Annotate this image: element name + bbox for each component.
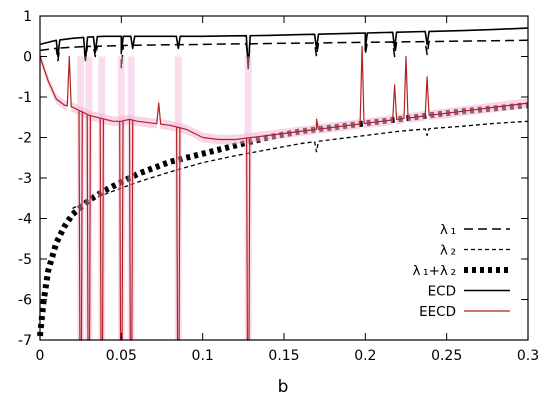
series-line-0	[39, 39, 529, 70]
y-tick-label-5: -2	[18, 131, 32, 147]
series-line-3	[39, 27, 529, 70]
y-tick-label-4: -3	[18, 171, 32, 187]
x-tick-label-1: 0.05	[106, 348, 137, 364]
y-tick-label-8: 1	[23, 9, 32, 25]
series-0	[39, 39, 529, 70]
legend: λ ₁ λ ₂ λ ₁+λ ₂ ECD EECD	[412, 222, 510, 320]
eecd-drop-band-6	[244, 56, 252, 340]
eecd-drop-band-2	[98, 56, 106, 340]
eecd-band	[40, 41, 528, 145]
legend-label-4: EECD	[419, 304, 456, 320]
x-tick-label-3: 0.15	[268, 348, 299, 364]
eecd-drop-band-3	[117, 56, 125, 340]
legend-label-2: λ ₁+λ ₂	[412, 263, 456, 279]
x-tick-label-5: 0.25	[431, 348, 462, 364]
legend-label-1: λ ₂	[440, 243, 456, 259]
axis-ticks: 0 0.05 0.1 0.15 0.2 0.25 0.3 -7 -6 -5 -4 -3 -2 -1 0 1	[18, 9, 539, 364]
x-tick-label-4: 0.2	[354, 348, 376, 364]
y-tick-label-6: -1	[18, 90, 32, 106]
series-3	[39, 27, 529, 70]
legend-label-3: ECD	[428, 284, 456, 300]
eecd-drop-band-4	[127, 56, 135, 340]
x-axis-label: b	[278, 377, 289, 397]
series-line-2	[37, 102, 529, 337]
series-2	[37, 102, 529, 337]
x-tick-label-2: 0.1	[192, 348, 214, 364]
x-tick-label-0: 0	[36, 348, 45, 364]
series-line-4	[39, 45, 529, 141]
legend-label-0: λ ₁	[440, 222, 456, 238]
y-tick-label-2: -5	[18, 252, 32, 268]
eecd-drop-band-1	[85, 56, 93, 340]
y-tick-label-7: 0	[23, 50, 32, 66]
y-tick-label-1: -6	[18, 293, 32, 309]
y-tick-label-0: -7	[18, 333, 32, 349]
x-tick-label-6: 0.3	[517, 348, 539, 364]
y-tick-label-3: -4	[18, 212, 32, 228]
eecd-drop-band-5	[174, 56, 182, 340]
eecd-drop-band-0	[77, 56, 85, 340]
